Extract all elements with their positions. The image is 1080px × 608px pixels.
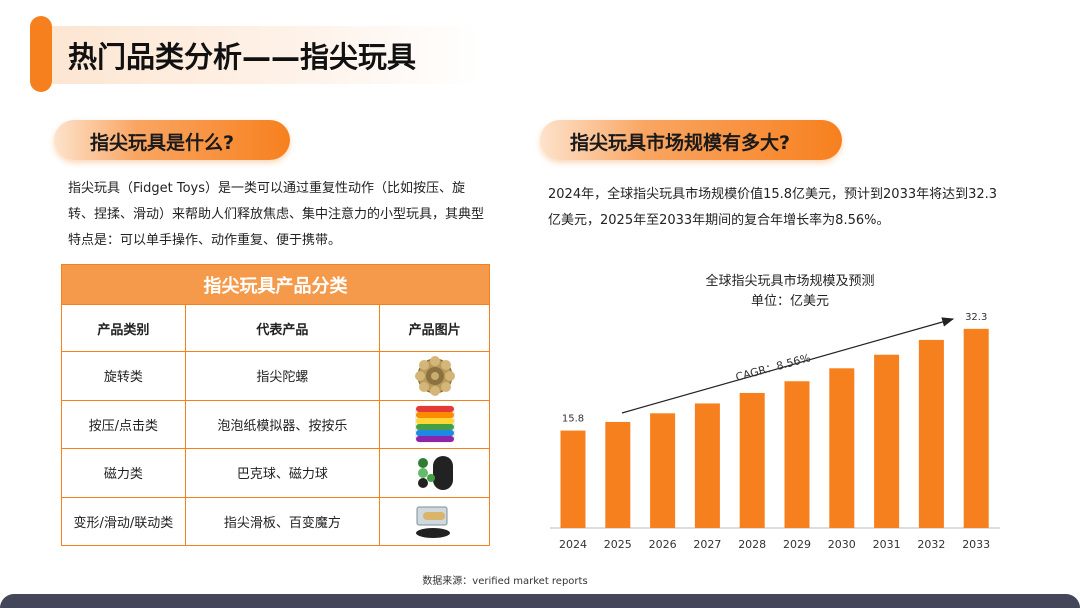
market-size-bar-chart: 2024 2025 2026 2027 2028 2029 2030 2031 2032 2033… — [550, 312, 1000, 551]
right-paragraph: 2024年，全球指尖玩具市场规模价值15.8亿美元，预计到2033年将达到32.… — [548, 187, 998, 228]
bar-2025 — [605, 421, 631, 528]
footer-bar — [0, 594, 1080, 608]
data-label: 32.3 — [965, 312, 987, 323]
product-category-table: 指尖玩具产品分类 产品类别 代表产品 产品图片 旋转类 指尖陀螺 — [61, 264, 490, 546]
row-product: 指尖滑板、百变魔方 — [184, 496, 381, 546]
bar-2027 — [694, 403, 720, 528]
right-heading-pill — [540, 120, 842, 160]
table-header-product: 代表产品 — [184, 304, 381, 352]
data-source: 数据来源：verified market reports — [422, 576, 588, 587]
row-category: 磁力类 — [61, 448, 186, 498]
x-tick-label: 2024 — [559, 538, 587, 551]
x-tick-label: 2031 — [873, 538, 901, 551]
finger-skateboard-image — [415, 506, 450, 539]
right-heading: 指尖玩具市场规模有多大? — [570, 132, 791, 154]
bar-2024 — [560, 430, 586, 528]
x-tick-label: 2033 — [962, 538, 990, 551]
left-paragraph: 指尖玩具（Fidget Toys）是一类可以通过重复性动作（比如按压、旋转、捏揉… — [68, 181, 485, 248]
chart-unit: 单位：亿美元 — [750, 294, 829, 309]
cagr-annotation: CAGR：8.56% — [734, 351, 812, 384]
left-heading-pill — [54, 120, 290, 160]
table-title: 指尖玩具产品分类 — [61, 264, 490, 305]
row-category: 按压/点击类 — [61, 399, 186, 449]
row-product: 泡泡纸模拟器、按按乐 — [184, 399, 381, 449]
pop-it-toy-image — [414, 405, 455, 444]
magnetic-balls-image — [417, 455, 453, 490]
data-label: 15.8 — [562, 414, 584, 425]
row-category: 变形/滑动/联动类 — [61, 496, 186, 546]
table-header-category: 产品类别 — [61, 304, 186, 352]
chart-title: 全球指尖玩具市场规模及预测 — [705, 274, 875, 289]
table-header-image: 产品图片 — [379, 304, 490, 352]
row-image-cell — [379, 351, 490, 401]
table-row: 磁力类 巴克球、磁力球 — [61, 448, 490, 498]
title-background-band — [52, 26, 482, 84]
row-category: 旋转类 — [61, 351, 186, 401]
x-tick-label: 2025 — [604, 538, 632, 551]
x-tick-label: 2032 — [917, 538, 945, 551]
row-product: 巴克球、磁力球 — [184, 448, 381, 498]
x-tick-labels: 2024 2025 2026 2027 2028 2029 2030 2031 2032 2033 — [559, 538, 990, 551]
x-tick-label: 2028 — [738, 538, 766, 551]
table-row: 变形/滑动/联动类 指尖滑板、百变魔方 — [61, 496, 490, 546]
bar-2026 — [650, 413, 676, 528]
row-image-cell — [379, 496, 490, 546]
row-image-cell — [379, 399, 490, 449]
bar-2028 — [739, 392, 765, 528]
bar-2029 — [784, 381, 810, 528]
title-accent-bar — [30, 16, 52, 92]
bars-group — [560, 328, 989, 528]
x-tick-label: 2029 — [783, 538, 811, 551]
x-tick-label: 2030 — [828, 538, 856, 551]
bar-2031 — [874, 354, 900, 528]
page-title: 热门品类分析——指尖玩具 — [68, 40, 417, 74]
table-row: 按压/点击类 泡泡纸模拟器、按按乐 — [61, 399, 490, 449]
left-heading: 指尖玩具是什么? — [90, 132, 235, 154]
table-row: 旋转类 指尖陀螺 — [61, 351, 490, 401]
cagr-trend-arrow — [621, 317, 955, 414]
data-labels: 15.8 32.3 — [562, 312, 987, 425]
bar-2032 — [918, 339, 944, 528]
fidget-spinner-image — [414, 355, 455, 396]
bar-2030 — [829, 368, 855, 528]
row-product: 指尖陀螺 — [184, 351, 381, 401]
x-tick-label: 2027 — [693, 538, 721, 551]
bar-2033 — [963, 328, 989, 528]
row-image-cell — [379, 448, 490, 498]
x-tick-label: 2026 — [649, 538, 677, 551]
